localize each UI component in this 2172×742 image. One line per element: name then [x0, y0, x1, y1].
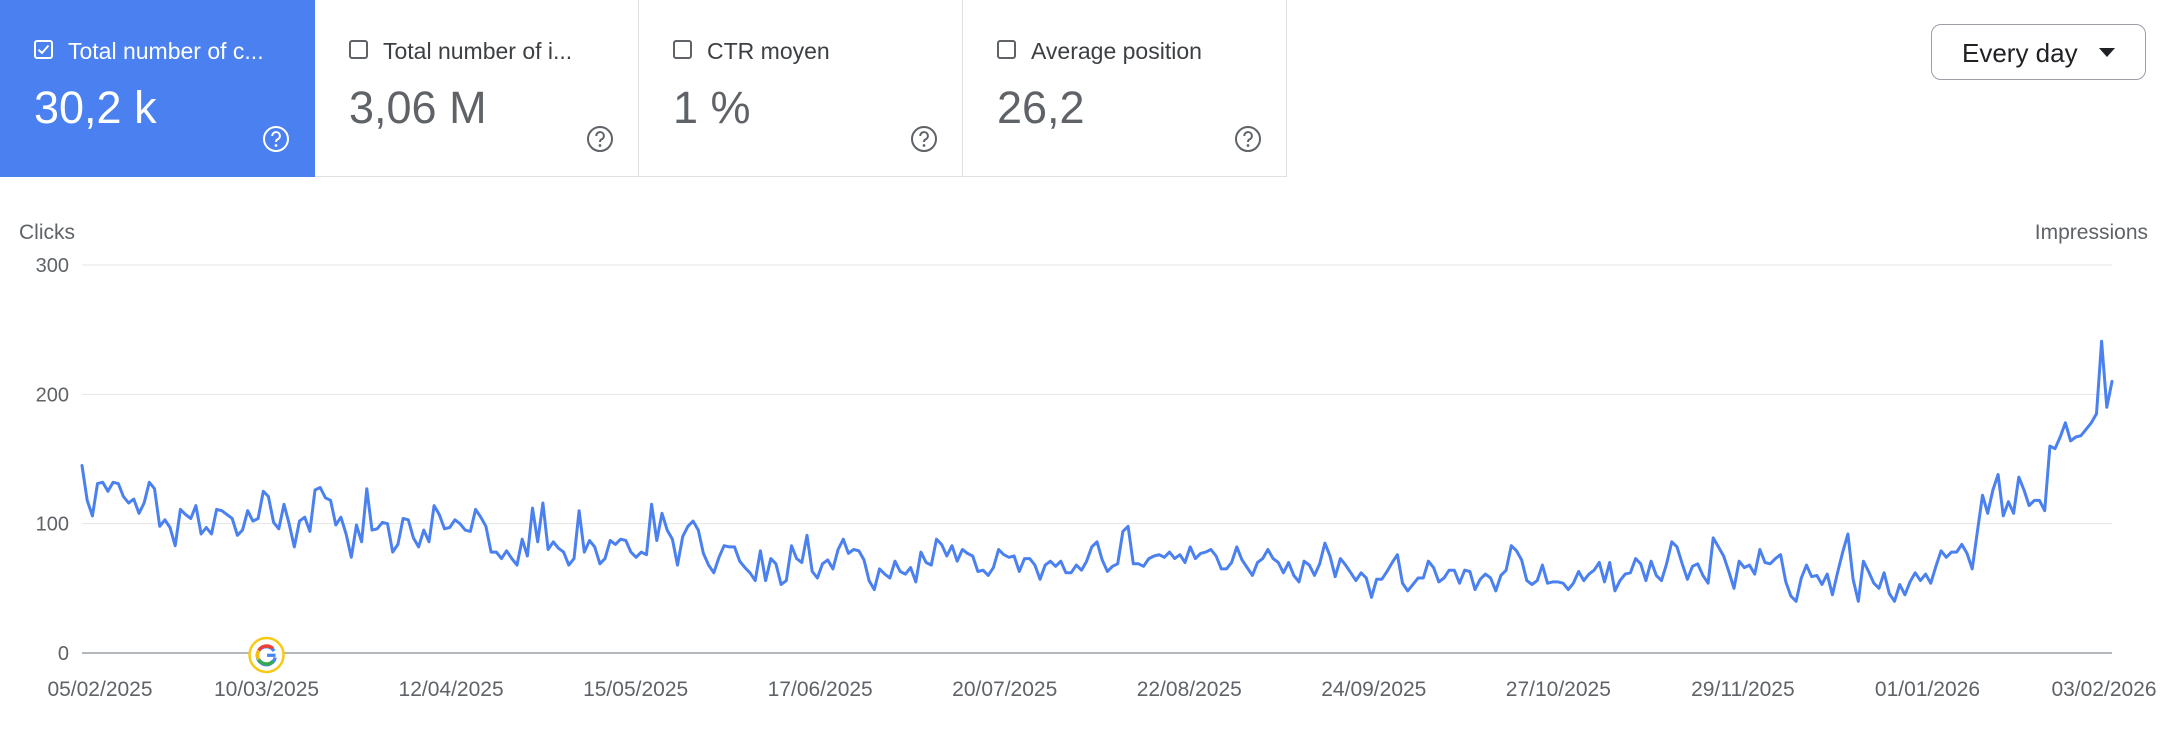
y2-axis-title: Impressions — [2034, 221, 2148, 244]
x-tick-label: 17/06/2025 — [768, 678, 873, 701]
checkbox-icon[interactable] — [349, 40, 368, 59]
metric-value: 26,2 — [997, 82, 1085, 133]
y-axis-title: Clicks — [19, 221, 75, 244]
card-total-impressions[interactable]: Total number of i... 3,06 M — [315, 0, 639, 177]
x-tick-label: 27/10/2025 — [1506, 678, 1611, 701]
x-tick-label: 01/01/2026 — [1875, 678, 1980, 701]
card-total-clicks[interactable]: Total number of c... 30,2 k — [0, 0, 315, 177]
x-tick-label: 05/02/2025 — [47, 678, 152, 701]
metric-value: 1 % — [673, 82, 751, 133]
metric-value: 30,2 k — [34, 82, 157, 133]
x-tick-label: 10/03/2025 — [214, 678, 319, 701]
y-tick-label: 300 — [36, 255, 69, 277]
card-average-position[interactable]: Average position 26,2 — [963, 0, 1287, 177]
checkbox-icon[interactable] — [997, 40, 1016, 59]
card-average-ctr[interactable]: CTR moyen 1 % — [639, 0, 963, 177]
metric-cards: Total number of c... 30,2 k Total number o… — [0, 0, 1287, 177]
checkbox-icon[interactable] — [673, 40, 692, 59]
x-tick-label: 03/02/2026 — [2051, 678, 2156, 701]
x-tick-label: 29/11/2025 — [1691, 678, 1795, 701]
caret-down-icon — [2099, 48, 2115, 57]
metric-value: 3,06 M — [349, 82, 487, 133]
help-icon[interactable] — [910, 125, 938, 153]
help-icon[interactable] — [586, 125, 614, 153]
x-tick-label: 22/08/2025 — [1137, 678, 1242, 701]
date-range-dropdown[interactable]: Every day — [1931, 24, 2146, 80]
y-tick-label: 200 — [36, 384, 69, 406]
help-icon[interactable] — [1234, 125, 1262, 153]
x-tick-label: 24/09/2025 — [1321, 678, 1426, 701]
clicks-series-line — [80, 339, 2114, 603]
help-icon[interactable] — [262, 125, 290, 153]
y-tick-label: 0 — [58, 643, 69, 665]
x-tick-label: 20/07/2025 — [952, 678, 1057, 701]
x-tick-label: 12/04/2025 — [399, 678, 504, 701]
checkbox-checked-icon[interactable] — [34, 40, 53, 59]
google-update-icon[interactable] — [248, 636, 285, 674]
x-tick-label: 15/05/2025 — [583, 678, 688, 701]
y-tick-label: 100 — [36, 514, 69, 536]
date-range-label: Every day — [1962, 38, 2078, 68]
